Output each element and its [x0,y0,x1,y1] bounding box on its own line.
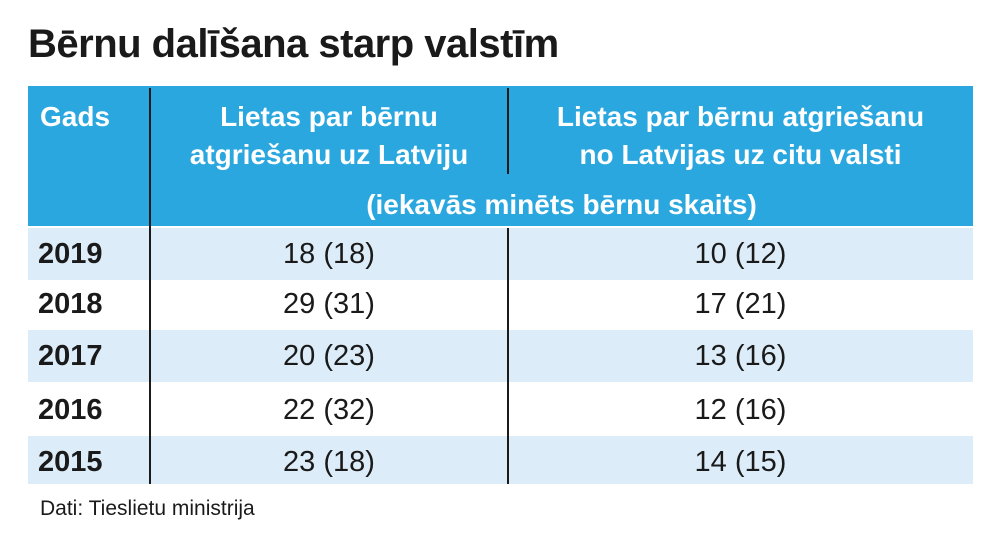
header-line: no Latvijas uz citu valsti [579,139,902,170]
header-cell: Lietas par bērnu atgriešanu no Latvijas … [508,98,973,174]
header-line: Lietas par bērnu [220,101,438,132]
value-cell: 23 (18) [283,446,375,478]
table-row: 2018 29 (31) 17 (21) [28,278,973,330]
header-line: Lietas par bērnu atgriešanu [556,101,925,132]
value-cell: 13 (16) [694,340,787,372]
value-cell: 29 (31) [283,288,375,320]
value-cell: 14 (15) [694,446,787,478]
year-cell: 2018 [38,288,103,320]
table-row: 2019 18 (18) 10 (12) [28,228,973,280]
value-cell: 12 (16) [694,394,787,426]
value-cell: 17 (21) [694,288,787,320]
value-cell: 10 (12) [694,238,787,270]
subheader: (iekavās minēts bērnu skaits) [366,189,757,220]
year-cell: 2016 [38,394,103,426]
table-header: Gads Lietas par bērnu atgriešanu uz Latv… [28,86,973,226]
value-cell: 20 (23) [283,340,375,372]
column-divider [149,88,151,484]
header-cell: Lietas par bērnu atgriešanu uz Latviju [150,98,508,174]
year-cell: 2015 [38,446,103,478]
source: Dati: Tieslietu ministrija [40,497,255,520]
table-row: 2017 20 (23) 13 (16) [28,330,973,382]
header-cell: Gads [40,101,111,132]
year-cell: 2017 [38,340,103,372]
value-cell: 18 (18) [283,238,375,270]
column-divider [507,88,509,174]
header-line: atgriešanu uz Latviju [189,139,469,170]
table-row: 2016 22 (32) 12 (16) [28,384,973,436]
table-row: 2015 23 (18) 14 (15) [28,436,973,484]
title: Bērnu dalīšana starp valstīm [28,22,559,66]
column-divider [507,228,509,484]
year-cell: 2019 [38,238,103,270]
value-cell: 22 (32) [283,394,375,426]
